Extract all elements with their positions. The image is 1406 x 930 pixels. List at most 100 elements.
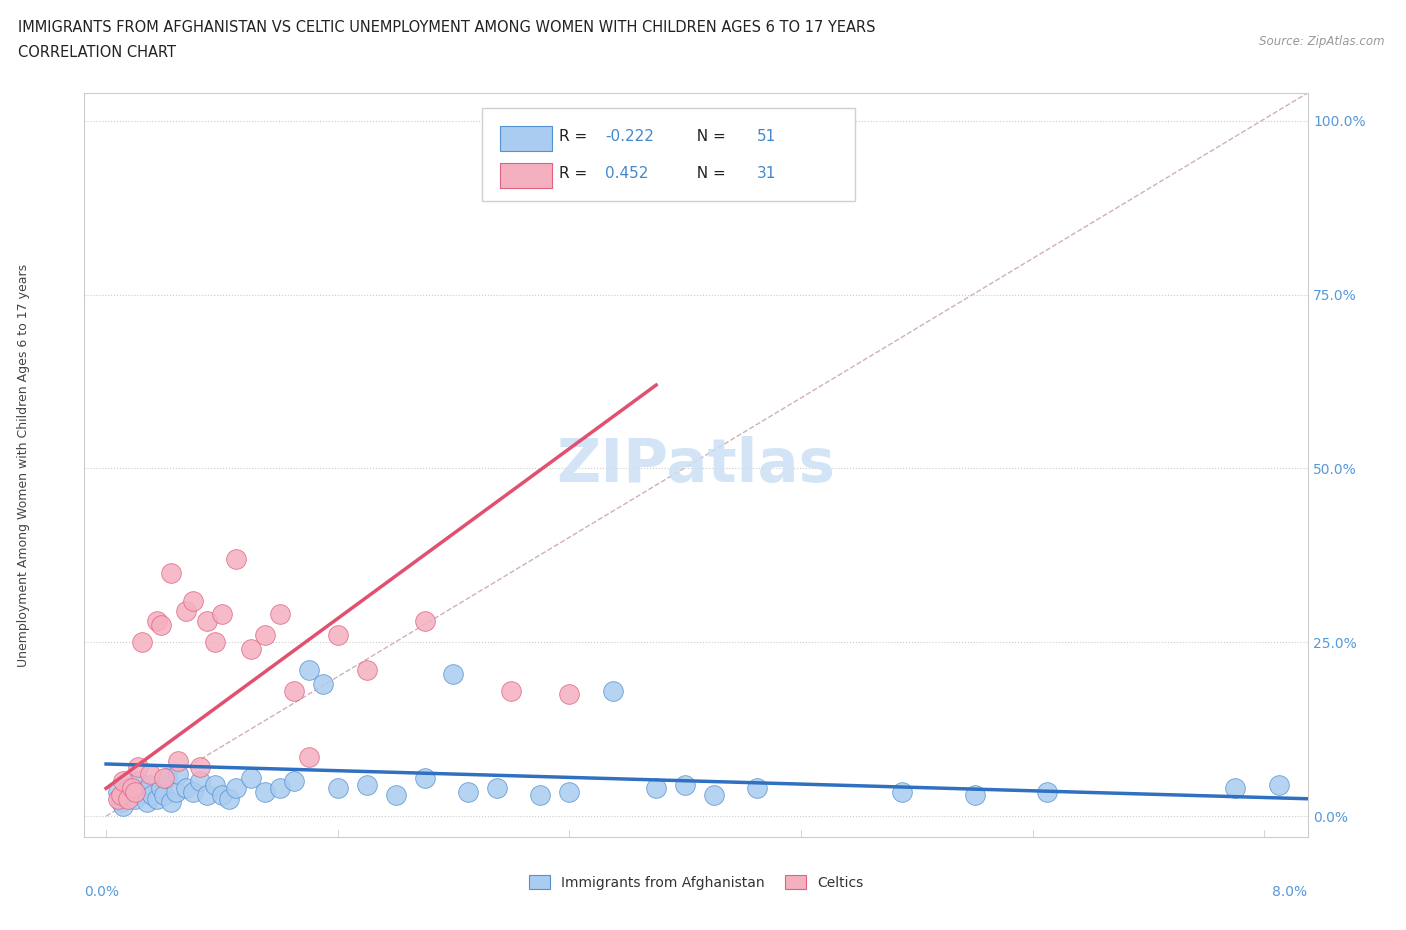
Point (107, 784, 129, 799)
Point (1267, 777, 1289, 792)
Point (204, 777, 226, 792)
Text: IMMIGRANTS FROM AFGHANISTAN VS CELTIC UNEMPLOYMENT AMONG WOMEN WITH CHILDREN AGE: IMMIGRANTS FROM AFGHANISTAN VS CELTIC UN… (18, 20, 876, 35)
FancyBboxPatch shape (482, 108, 855, 201)
Point (645, 781, 668, 796)
Text: 51: 51 (758, 128, 776, 143)
Point (298, 663, 321, 678)
Point (312, 677, 335, 692)
Point (1225, 781, 1247, 796)
Point (384, 788, 406, 803)
Point (558, 784, 581, 799)
FancyBboxPatch shape (501, 163, 551, 188)
Point (145, 791, 167, 806)
Point (153, 770, 176, 785)
Point (112, 774, 135, 789)
Point (254, 628, 277, 643)
Point (457, 784, 479, 799)
Text: 8.0%: 8.0% (1272, 885, 1308, 899)
Point (225, 551, 247, 566)
Point (174, 604, 197, 618)
Point (160, 795, 183, 810)
Point (211, 607, 233, 622)
Point (283, 774, 305, 789)
Text: CORRELATION CHART: CORRELATION CHART (18, 45, 176, 60)
Point (160, 565, 183, 580)
Text: R =: R = (560, 128, 592, 143)
Point (413, 614, 436, 629)
Text: 31: 31 (758, 166, 776, 180)
Point (145, 614, 167, 629)
Point (413, 770, 436, 785)
Point (150, 618, 173, 632)
Point (167, 753, 190, 768)
Point (138, 777, 160, 792)
Point (211, 788, 233, 803)
Point (117, 781, 139, 796)
Point (138, 767, 160, 782)
Text: -0.222: -0.222 (606, 128, 654, 143)
Point (110, 795, 132, 810)
FancyBboxPatch shape (501, 126, 551, 151)
Point (963, 788, 986, 803)
Point (112, 798, 135, 813)
Point (298, 750, 321, 764)
Text: 0.452: 0.452 (606, 166, 648, 180)
Point (443, 666, 465, 681)
Point (326, 781, 349, 796)
Point (110, 788, 132, 803)
Point (141, 788, 163, 803)
Point (167, 767, 190, 782)
Point (135, 795, 157, 810)
Point (239, 642, 262, 657)
Text: Source: ZipAtlas.com: Source: ZipAtlas.com (1260, 35, 1385, 48)
Point (1036, 784, 1059, 799)
Point (197, 788, 219, 803)
Point (174, 781, 197, 796)
Point (239, 770, 262, 785)
Point (181, 784, 204, 799)
Point (891, 784, 914, 799)
Text: ZIPatlas: ZIPatlas (557, 435, 835, 495)
Point (269, 607, 291, 622)
Point (218, 791, 240, 806)
Point (673, 777, 696, 792)
Point (326, 628, 349, 643)
Point (165, 784, 187, 799)
Point (117, 791, 139, 806)
Point (602, 684, 624, 698)
Text: R =: R = (560, 166, 598, 180)
Point (529, 788, 551, 803)
Text: N =: N = (688, 128, 731, 143)
Text: Unemployment Among Women with Children Ages 6 to 17 years: Unemployment Among Women with Children A… (17, 263, 30, 667)
Point (181, 593, 204, 608)
Point (124, 791, 146, 806)
Point (254, 784, 277, 799)
Point (121, 788, 143, 803)
Point (153, 788, 176, 803)
Point (107, 791, 129, 806)
Text: N =: N = (688, 166, 731, 180)
Point (356, 663, 378, 678)
Point (485, 781, 508, 796)
Point (124, 784, 146, 799)
Legend: Immigrants from Afghanistan, Celtics: Immigrants from Afghanistan, Celtics (523, 870, 869, 896)
Point (225, 781, 247, 796)
Point (131, 784, 153, 799)
Point (131, 635, 153, 650)
Point (121, 781, 143, 796)
Point (747, 781, 769, 796)
Text: 0.0%: 0.0% (84, 885, 120, 899)
Point (188, 760, 211, 775)
Point (283, 684, 305, 698)
Point (356, 777, 378, 792)
Point (197, 614, 219, 629)
Point (127, 774, 149, 789)
Point (269, 781, 291, 796)
Point (558, 687, 581, 702)
Point (188, 774, 211, 789)
Point (204, 635, 226, 650)
Point (156, 770, 179, 785)
Point (127, 760, 149, 775)
Point (150, 781, 173, 796)
Point (703, 788, 725, 803)
